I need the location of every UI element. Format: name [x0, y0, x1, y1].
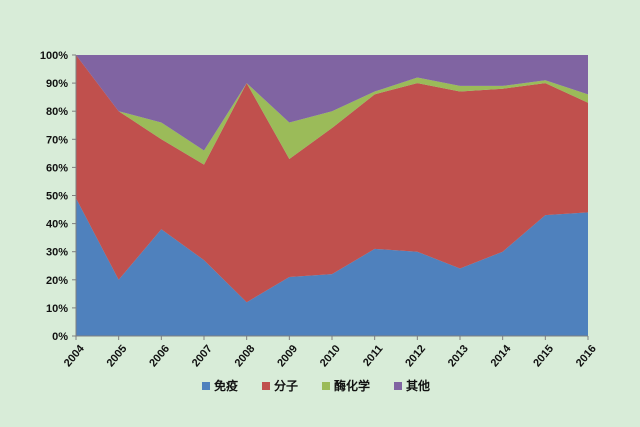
x-tick-label: 2007: [190, 343, 215, 369]
x-tick-label: 2010: [318, 343, 343, 369]
y-tick-label: 50%: [46, 191, 68, 203]
legend-label-4: 其他: [406, 378, 430, 393]
series-area-2: [76, 55, 588, 303]
x-tick-label: 2006: [147, 343, 172, 369]
x-tick-label: 2016: [574, 343, 599, 369]
y-tick-label: 20%: [46, 275, 68, 287]
x-tick-label: 2013: [446, 343, 471, 369]
legend-swatch-2: [262, 382, 270, 390]
y-tick-label: 10%: [46, 303, 68, 315]
x-tick-label: 2012: [403, 343, 428, 369]
x-tick-label: 2011: [361, 343, 386, 369]
y-tick-label: 90%: [46, 78, 68, 90]
y-tick-label: 60%: [46, 162, 68, 174]
series-area-1: [76, 198, 588, 336]
y-tick-label: 100%: [40, 50, 68, 62]
x-tick-label: 2004: [62, 342, 87, 369]
x-tick-label: 2015: [531, 343, 556, 369]
series-area-4: [76, 55, 588, 151]
x-tick-label: 2005: [105, 343, 130, 369]
legend-swatch-1: [202, 382, 210, 390]
x-tick-label: 2014: [489, 342, 514, 369]
y-tick-label: 40%: [46, 219, 68, 231]
legend-swatch-3: [322, 382, 330, 390]
legend-label-2: 分子: [274, 378, 298, 393]
legend-label-3: 酶化学: [334, 378, 370, 393]
legend-label-1: 免疫: [214, 378, 238, 393]
x-tick-label: 2009: [275, 343, 300, 369]
y-tick-label: 30%: [46, 247, 68, 259]
y-tick-label: 70%: [46, 134, 68, 146]
y-tick-label: 80%: [46, 106, 68, 118]
y-tick-label: 0%: [52, 331, 68, 343]
x-tick-label: 2008: [233, 343, 258, 369]
legend-swatch-4: [394, 382, 402, 390]
